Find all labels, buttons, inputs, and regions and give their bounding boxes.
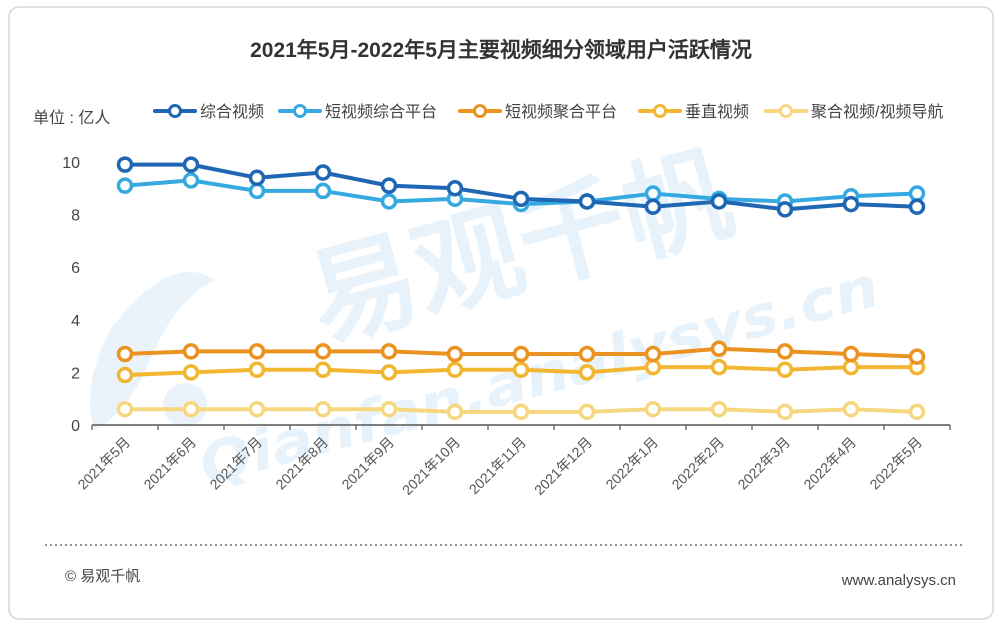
- legend-item: 聚合视频/视频导航: [764, 103, 943, 121]
- legend-swatch-marker: [473, 104, 487, 118]
- data-point: [116, 366, 134, 384]
- data-point: [314, 343, 332, 360]
- data-point: [776, 201, 794, 218]
- data-point: [314, 361, 332, 379]
- legend-label: 综合视频: [200, 103, 264, 121]
- series-1: [116, 156, 926, 218]
- data-point: [512, 361, 530, 379]
- data-point: [182, 400, 200, 418]
- y-tick-label: 8: [71, 208, 80, 225]
- data-point: [248, 343, 266, 360]
- chart-title: 2021年5月-2022年5月主要视频细分领域用户活跃情况: [250, 38, 752, 62]
- data-point: [710, 400, 728, 418]
- legend-item: 短视频综合平台: [278, 103, 437, 121]
- data-point: [842, 400, 860, 418]
- data-point: [908, 185, 926, 202]
- data-point: [512, 403, 530, 421]
- data-point: [446, 345, 464, 363]
- data-point: [182, 364, 200, 381]
- data-point: [116, 345, 134, 363]
- y-tick-label: 10: [62, 155, 80, 172]
- data-point: [314, 182, 332, 200]
- y-tick-label: 6: [71, 260, 80, 277]
- legend-label: 短视频聚合平台: [505, 103, 617, 121]
- data-point: [380, 400, 398, 418]
- legend-label: 聚合视频/视频导航: [811, 103, 943, 121]
- data-point: [446, 403, 464, 421]
- series-layer: [116, 156, 926, 421]
- data-point: [182, 343, 200, 360]
- data-point: [644, 358, 662, 376]
- data-point: [644, 345, 662, 363]
- data-point: [512, 190, 530, 208]
- data-point: [512, 345, 530, 363]
- legend-item: 短视频聚合平台: [458, 103, 617, 121]
- data-point: [248, 182, 266, 200]
- y-axis: 0 2 4 6 8 10: [62, 155, 80, 435]
- data-point: [644, 198, 662, 215]
- legend-swatch-marker: [293, 104, 307, 118]
- data-point: [644, 185, 662, 202]
- data-point: [578, 193, 596, 210]
- data-point: [842, 345, 860, 363]
- data-point: [380, 343, 398, 360]
- legend-item: 综合视频: [153, 103, 264, 121]
- data-point: [578, 345, 596, 363]
- data-point: [446, 180, 464, 197]
- data-point: [578, 364, 596, 381]
- data-point: [908, 403, 926, 421]
- data-point: [248, 361, 266, 379]
- data-point: [908, 348, 926, 365]
- data-point: [578, 403, 596, 421]
- data-point: [644, 400, 662, 418]
- data-point: [314, 400, 332, 418]
- data-point: [776, 361, 794, 379]
- data-point: [116, 177, 134, 194]
- series-3: [116, 340, 926, 365]
- data-point: [446, 361, 464, 379]
- data-point: [380, 193, 398, 210]
- data-point: [380, 364, 398, 381]
- data-point: [314, 164, 332, 181]
- legend-label: 短视频综合平台: [325, 103, 437, 121]
- unit-label: 单位 : 亿人: [33, 109, 110, 127]
- y-tick-label: 0: [71, 418, 80, 435]
- data-point: [842, 358, 860, 376]
- legend: 综合视频 短视频综合平台 短视频聚合平台 垂直视频 聚合视频/视频导航: [153, 103, 943, 121]
- data-point: [710, 358, 728, 376]
- data-point: [380, 177, 398, 194]
- data-point: [710, 340, 728, 357]
- data-point: [248, 169, 266, 187]
- legend-swatch-marker: [653, 104, 667, 118]
- data-point: [776, 343, 794, 360]
- footer-website: www.analysys.cn: [841, 572, 956, 589]
- data-point: [182, 172, 200, 189]
- data-point: [182, 156, 200, 173]
- y-tick-label: 2: [71, 365, 80, 382]
- data-point: [116, 156, 134, 173]
- y-tick-label: 4: [71, 313, 80, 330]
- legend-label: 垂直视频: [685, 103, 749, 121]
- data-point: [248, 400, 266, 418]
- data-point: [842, 195, 860, 213]
- legend-swatch-marker: [168, 104, 182, 118]
- data-point: [710, 193, 728, 210]
- series-4: [116, 358, 926, 384]
- legend-item: 垂直视频: [638, 103, 749, 121]
- data-point: [116, 400, 134, 418]
- series-5: [116, 400, 926, 421]
- legend-swatch-marker: [779, 104, 793, 118]
- chart-frame: [8, 6, 994, 620]
- footer-copyright: © 易观千帆: [65, 568, 140, 585]
- data-point: [776, 403, 794, 421]
- data-point: [908, 198, 926, 215]
